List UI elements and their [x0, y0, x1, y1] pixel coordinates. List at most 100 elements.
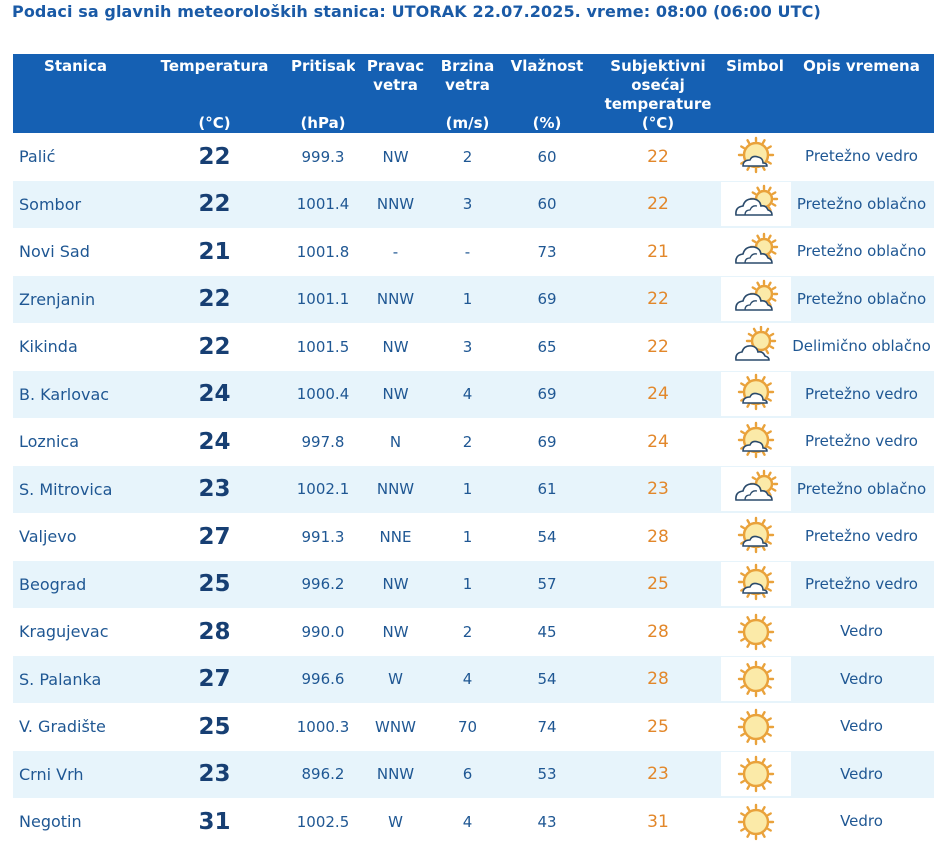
table-row: Kragujevac 28 990.0 NW 2 45 28 Vedro — [13, 608, 934, 656]
wind-direction-value: NNW — [376, 480, 415, 499]
temperature-value: 21 — [198, 238, 231, 265]
humidity-value: 61 — [537, 480, 557, 499]
symbol-cell — [721, 751, 791, 799]
temperature-value: 22 — [198, 191, 231, 218]
feels-like-value: 22 — [647, 289, 669, 310]
header-temperature: Temperatura (°C) — [138, 54, 291, 133]
weather-description: Pretežno vedro — [805, 432, 918, 451]
temperature-value: 28 — [198, 618, 231, 645]
symbol-cell — [721, 276, 791, 324]
humidity-value: 54 — [537, 527, 557, 546]
symbol-cell — [721, 371, 791, 419]
pressure-value: 997.8 — [301, 432, 345, 451]
table-row: Beograd 25 996.2 NW 1 57 25 Pretežno ved… — [13, 560, 934, 609]
weather-description: Delimično oblačno — [792, 337, 931, 356]
station-name: Crni Vrh — [19, 764, 84, 784]
header-feels-like: Subjektivni osećaj temperature (°C) — [595, 54, 721, 133]
feels-like-value: 28 — [647, 669, 669, 690]
wind-direction-value: NNW — [376, 765, 415, 784]
table-row: Valjevo 27 991.3 NNE 1 54 28 Pretežno ve… — [13, 513, 934, 561]
pressure-value: 1001.1 — [296, 290, 350, 309]
feels-like-value: 21 — [647, 241, 669, 262]
symbol-cell — [721, 703, 791, 751]
station-name: S. Mitrovica — [19, 479, 113, 499]
header-description: Opis vremena — [789, 54, 934, 133]
humidity-value: 60 — [537, 147, 557, 166]
table-row: V. Gradište 25 1000.3 WNW 70 74 25 Vedro — [13, 703, 934, 751]
header-symbol: Simbol — [721, 54, 789, 133]
station-name: Zrenjanin — [19, 289, 96, 309]
feels-like-value: 23 — [647, 479, 669, 500]
table-header: Stanica Temperatura (°C) Pritisak (hPa) Pr… — [13, 54, 934, 133]
pressure-value: 896.2 — [301, 765, 345, 784]
weather-description: Pretežno vedro — [805, 147, 918, 166]
feels-like-value: 25 — [647, 716, 669, 737]
wind-speed-value: 4 — [462, 812, 473, 831]
wind-speed-value: 3 — [462, 195, 473, 214]
pressure-value: 1001.8 — [296, 242, 350, 261]
symbol-cell — [721, 133, 791, 181]
pressure-value: 1000.4 — [296, 385, 350, 404]
wind-direction-value: N — [389, 432, 402, 451]
humidity-value: 69 — [537, 432, 557, 451]
temperature-value: 23 — [198, 476, 231, 503]
table-row: Zrenjanin 22 1001.1 NNW 1 69 22 Pretežno… — [13, 275, 934, 324]
header-humidity: Vlažnost (%) — [499, 54, 595, 133]
station-name: Sombor — [19, 194, 82, 214]
clear-sun-icon — [721, 799, 791, 844]
humidity-value: 69 — [537, 290, 557, 309]
wind-speed-value: 4 — [462, 385, 473, 404]
weather-description: Pretežno vedro — [805, 384, 918, 403]
pressure-value: 996.6 — [301, 670, 345, 689]
weather-description: Pretežno oblačno — [796, 242, 927, 261]
humidity-value: 60 — [537, 195, 557, 214]
mostly-cloudy-icon — [721, 277, 791, 322]
clear-sun-icon — [721, 752, 791, 797]
symbol-cell — [721, 798, 791, 846]
humidity-value: 57 — [537, 575, 557, 594]
header-wind-direction: Pravac vetra — [355, 54, 436, 133]
weather-description: Vedro — [840, 622, 883, 641]
wind-speed-value: 2 — [462, 622, 473, 641]
clear-sun-icon — [721, 704, 791, 749]
feels-like-value: 24 — [647, 384, 669, 405]
station-name: B. Karlovac — [19, 384, 110, 404]
station-name: Kragujevac — [19, 622, 109, 642]
wind-direction-value: NW — [382, 147, 409, 166]
station-name: Kikinda — [19, 337, 78, 357]
feels-like-value: 23 — [647, 764, 669, 785]
symbol-cell — [721, 228, 791, 276]
station-name: Beograd — [19, 574, 87, 594]
symbol-cell — [721, 561, 791, 609]
wind-speed-value: 1 — [462, 575, 473, 594]
mostly-clear-icon — [721, 514, 791, 559]
feels-like-value: 28 — [647, 526, 669, 547]
wind-speed-value: 1 — [462, 480, 473, 499]
wind-direction-value: W — [388, 812, 403, 831]
mostly-clear-icon — [721, 372, 791, 417]
header-pressure: Pritisak (hPa) — [291, 54, 356, 133]
pressure-value: 1001.4 — [296, 195, 350, 214]
temperature-value: 24 — [198, 381, 231, 408]
wind-direction-value: WNW — [375, 717, 416, 736]
symbol-cell — [721, 608, 791, 656]
weather-description: Vedro — [840, 669, 883, 688]
mostly-clear-icon — [721, 419, 791, 464]
humidity-value: 43 — [537, 812, 557, 831]
temperature-value: 25 — [198, 571, 231, 598]
wind-speed-value: 1 — [462, 527, 473, 546]
table-row: Sombor 22 1001.4 NNW 3 60 22 Pretežno ob… — [13, 180, 934, 228]
feels-like-value: 22 — [647, 194, 669, 215]
table-row: B. Karlovac 24 1000.4 NW 4 69 24 Pretežn… — [13, 370, 934, 419]
temperature-value: 23 — [198, 761, 231, 788]
table-row: Palić 22 999.3 NW 2 60 22 Pretežno vedro — [13, 133, 934, 181]
wind-speed-value: 1 — [462, 290, 473, 309]
table-row: Crni Vrh 23 896.2 NNW 6 53 23 Vedro — [13, 750, 934, 799]
pressure-value: 1002.1 — [296, 480, 350, 499]
humidity-value: 69 — [537, 385, 557, 404]
wind-direction-value: NNW — [376, 195, 415, 214]
humidity-value: 73 — [537, 242, 557, 261]
wind-direction-value: NW — [382, 337, 409, 356]
wind-speed-value: 2 — [462, 432, 473, 451]
feels-like-value: 28 — [647, 621, 669, 642]
